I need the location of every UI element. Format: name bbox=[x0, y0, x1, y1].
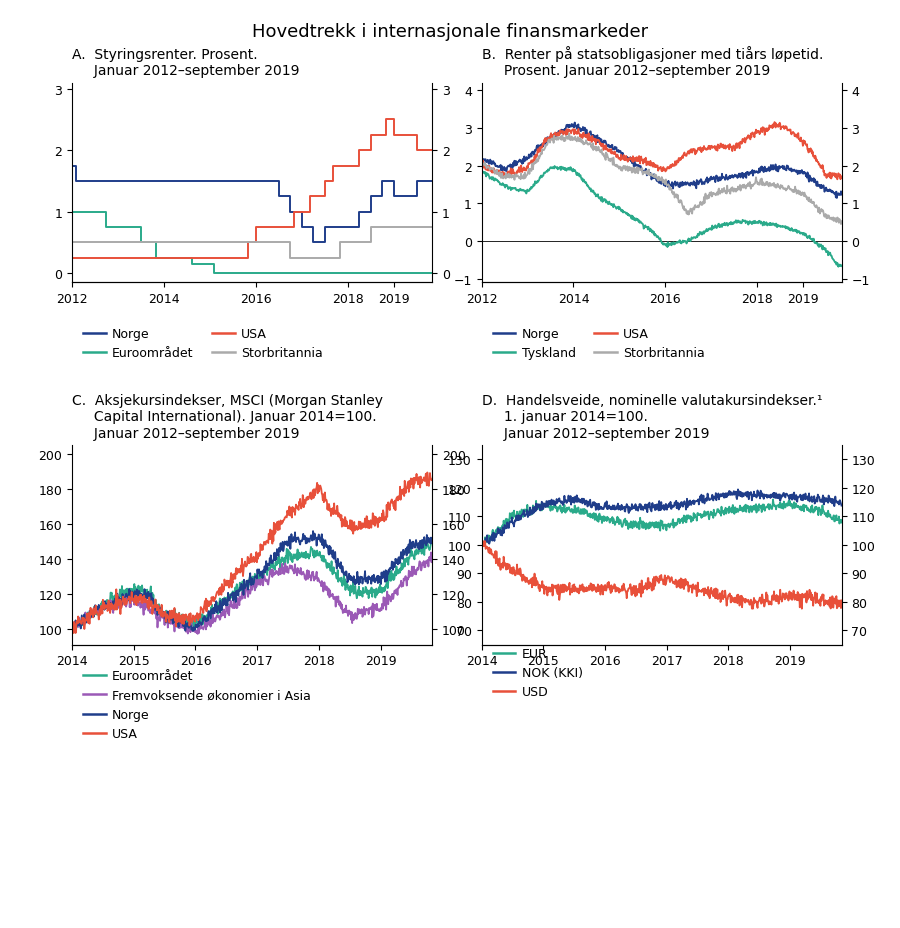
Legend: EUR, NOK (KKI), USD: EUR, NOK (KKI), USD bbox=[488, 642, 588, 703]
Legend: Norge, Tyskland, USA, Storbritannia: Norge, Tyskland, USA, Storbritannia bbox=[488, 323, 710, 365]
Text: A.  Styringsrenter. Prosent.
     Januar 2012–september 2019: A. Styringsrenter. Prosent. Januar 2012–… bbox=[72, 48, 300, 78]
Legend: Euroområdet, Fremvoksende økonomier i Asia, Norge, USA: Euroområdet, Fremvoksende økonomier i As… bbox=[78, 664, 316, 745]
Text: Hovedtrekk i internasjonale finansmarkeder: Hovedtrekk i internasjonale finansmarked… bbox=[252, 23, 648, 41]
Legend: Norge, Euroområdet, USA, Storbritannia: Norge, Euroområdet, USA, Storbritannia bbox=[78, 323, 328, 365]
Text: D.  Handelsveide, nominelle valutakursindekser.¹
     1. januar 2014=100.
     J: D. Handelsveide, nominelle valutakursind… bbox=[482, 393, 822, 440]
Text: B.  Renter på statsobligasjoner med tiårs løpetid.
     Prosent. Januar 2012–sep: B. Renter på statsobligasjoner med tiårs… bbox=[482, 46, 823, 78]
Text: C.  Aksjekursindekser, MSCI (Morgan Stanley
     Capital International). Januar : C. Aksjekursindekser, MSCI (Morgan Stanl… bbox=[72, 393, 383, 440]
